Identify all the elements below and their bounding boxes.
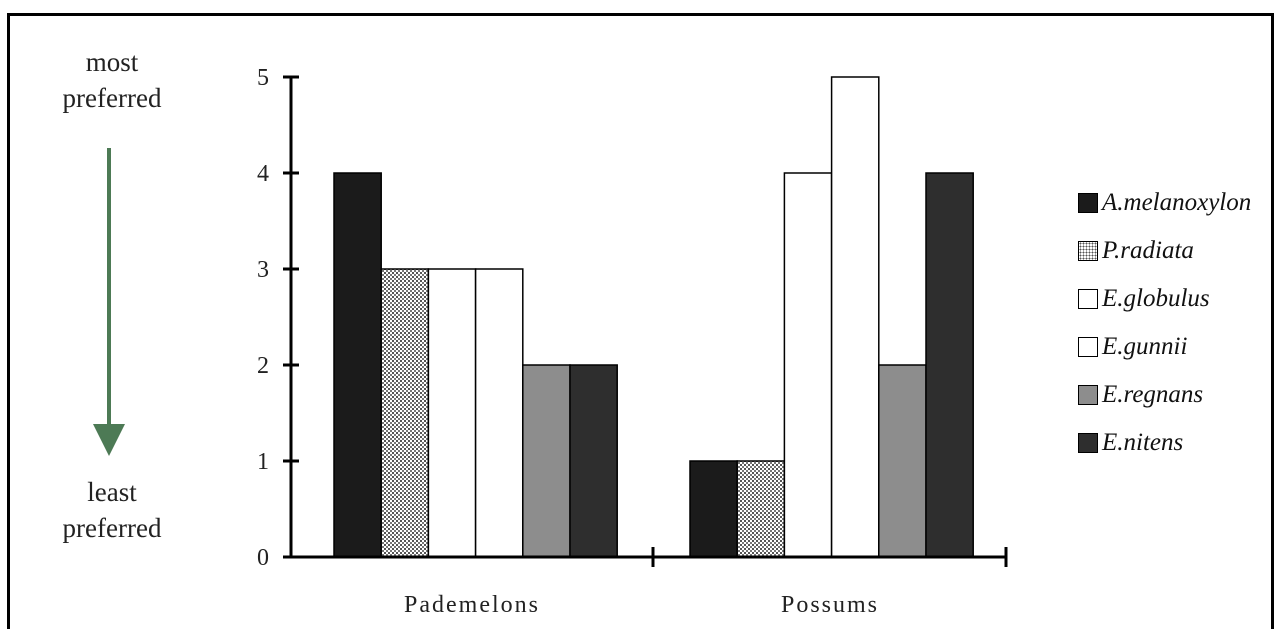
bar-e-regnans-possums xyxy=(878,364,927,558)
legend-swatch xyxy=(1078,337,1098,357)
least-preferred-line2: preferred xyxy=(62,513,162,543)
legend-item: E.globulus xyxy=(1078,275,1251,323)
y-tick-label: 1 xyxy=(257,449,269,475)
bar-e-nitens-possums xyxy=(925,172,974,558)
bar-e-globulus-possums xyxy=(783,172,833,558)
bar-a-melanoxylon-possums xyxy=(689,460,738,558)
bar-p-radiata-possums xyxy=(736,460,786,558)
chart-frame xyxy=(7,13,1274,629)
legend: A.melanoxylon P.radiata E.globulus E.gunnii… xyxy=(1078,179,1251,467)
legend-label: E.regnans xyxy=(1102,381,1204,408)
y-tick-label: 4 xyxy=(257,161,269,187)
legend-item: E.nitens xyxy=(1078,419,1251,467)
legend-swatch xyxy=(1078,241,1098,261)
bar-e-nitens-pademelons xyxy=(569,364,618,558)
legend-label: P.radiata xyxy=(1102,237,1194,264)
bar-e-regnans-pademelons xyxy=(522,364,571,558)
bar-a-melanoxylon-pademelons xyxy=(333,172,382,558)
legend-item: E.regnans xyxy=(1078,371,1251,419)
x-category-label: Possums xyxy=(781,592,879,618)
legend-swatch xyxy=(1078,193,1098,213)
most-preferred-line2: preferred xyxy=(62,83,162,113)
legend-label: E.gunnii xyxy=(1102,333,1188,360)
x-category-label: Pademelons xyxy=(404,592,540,618)
bar-e-globulus-pademelons xyxy=(427,268,477,558)
bar-e-gunnii-possums xyxy=(830,76,880,558)
legend-label: E.globulus xyxy=(1102,285,1210,312)
y-tick-label: 5 xyxy=(257,65,269,91)
legend-swatch xyxy=(1078,289,1098,309)
y-tick-label: 3 xyxy=(257,257,269,283)
legend-label: A.melanoxylon xyxy=(1102,189,1252,216)
most-preferred-label: most preferred xyxy=(32,44,192,116)
legend-item: E.gunnii xyxy=(1078,323,1251,371)
y-tick-label: 2 xyxy=(257,353,269,379)
legend-label: E.nitens xyxy=(1102,429,1184,456)
most-preferred-line1: most xyxy=(85,47,139,77)
y-tick-label: 0 xyxy=(257,545,269,571)
least-preferred-line1: least xyxy=(87,477,137,507)
bar-p-radiata-pademelons xyxy=(380,268,430,558)
legend-swatch xyxy=(1078,385,1098,405)
least-preferred-label: least preferred xyxy=(32,474,192,546)
legend-item: A.melanoxylon xyxy=(1078,179,1251,227)
bar-e-gunnii-pademelons xyxy=(474,268,524,558)
legend-swatch xyxy=(1078,433,1098,453)
legend-item: P.radiata xyxy=(1078,227,1251,275)
